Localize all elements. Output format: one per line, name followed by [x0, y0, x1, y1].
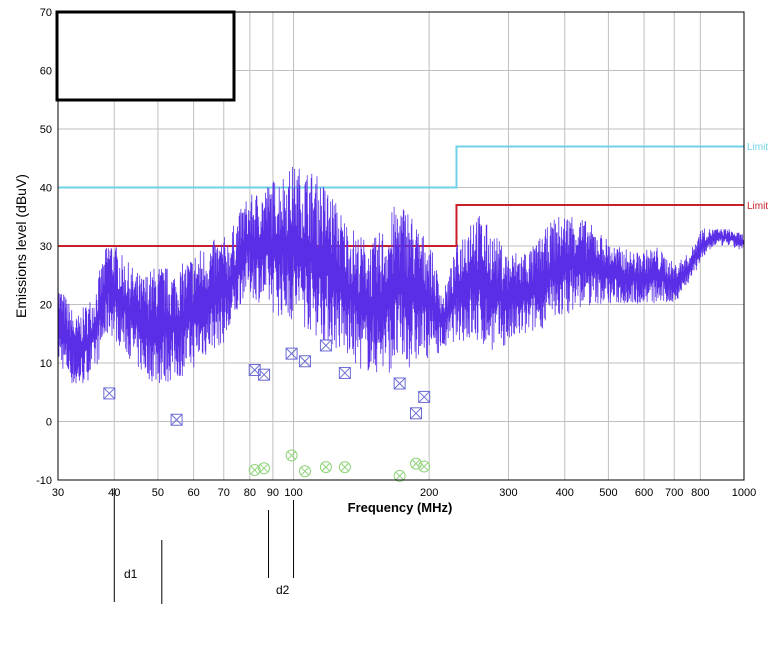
y-tick-label: 40	[40, 183, 52, 195]
x-tick-label: 500	[599, 487, 617, 499]
annotation-d1: d1	[124, 567, 138, 581]
avg-marker	[319, 461, 332, 474]
qp-marker	[170, 413, 183, 426]
x-tick-label: 400	[556, 487, 574, 499]
plot-frame	[57, 11, 745, 481]
x-tick-label: 90	[267, 487, 279, 499]
limit-lower-label: Limit	[747, 201, 768, 212]
qp-marker	[103, 387, 116, 400]
y-tick-label: 70	[40, 7, 52, 19]
x-tick-label: 200	[420, 487, 438, 499]
qp-marker	[338, 366, 351, 379]
qp-marker	[248, 364, 261, 377]
limit-line-upper	[58, 145, 744, 189]
trace-line	[57, 166, 745, 384]
y-tick-label: 60	[40, 66, 52, 78]
y-tick-label: 0	[46, 417, 52, 429]
avg-marker	[258, 462, 271, 475]
x-tick-label: 300	[499, 487, 517, 499]
legend-box	[55, 10, 236, 102]
y-tick-label: 30	[40, 241, 52, 253]
x-axis-label: Frequency (MHz)	[348, 500, 453, 515]
avg-marker	[248, 464, 261, 477]
avg-marker	[298, 465, 311, 478]
x-tick-label: 50	[152, 487, 164, 499]
y-tick-label: 10	[40, 358, 52, 370]
x-tick-label: 1000	[732, 487, 756, 499]
qp-marker	[418, 390, 431, 403]
avg-marker	[285, 449, 298, 462]
x-tick-label: 100	[284, 487, 302, 499]
x-tick-labels: 30 40 50 60 70 80 90 100 200 300 400 500 600 700 800 10…	[52, 487, 756, 499]
x-tick-label: 80	[244, 487, 256, 499]
limit-upper-label: Limit	[747, 142, 768, 153]
y-tick-labels: -10 0 10 20 30 40 50 60 70	[36, 7, 52, 487]
qp-marker	[258, 368, 271, 381]
qp-marker	[285, 347, 298, 360]
qp-marker	[319, 339, 332, 352]
qp-marker	[393, 377, 406, 390]
x-tick-label: 700	[665, 487, 683, 499]
x-tick-label: 800	[691, 487, 709, 499]
annotation-lines	[113, 488, 295, 604]
y-tick-label: 50	[40, 124, 52, 136]
annotation-d2: d2	[276, 583, 290, 597]
x-tick-label: 600	[635, 487, 653, 499]
x-tick-label: 70	[218, 487, 230, 499]
x-tick-label: 30	[52, 487, 64, 499]
avg-marker	[393, 469, 406, 482]
x-tick-label: 60	[187, 487, 199, 499]
measurement-markers	[103, 339, 431, 482]
emission-trace	[57, 166, 745, 384]
qp-marker	[409, 407, 422, 420]
qp-marker	[298, 355, 311, 368]
avg-marker	[418, 460, 431, 473]
avg-marker	[338, 461, 351, 474]
y-tick-label: 20	[40, 300, 52, 312]
y-tick-label: -10	[36, 475, 52, 487]
y-axis-label: Emissions level (dBuV)	[13, 174, 29, 318]
